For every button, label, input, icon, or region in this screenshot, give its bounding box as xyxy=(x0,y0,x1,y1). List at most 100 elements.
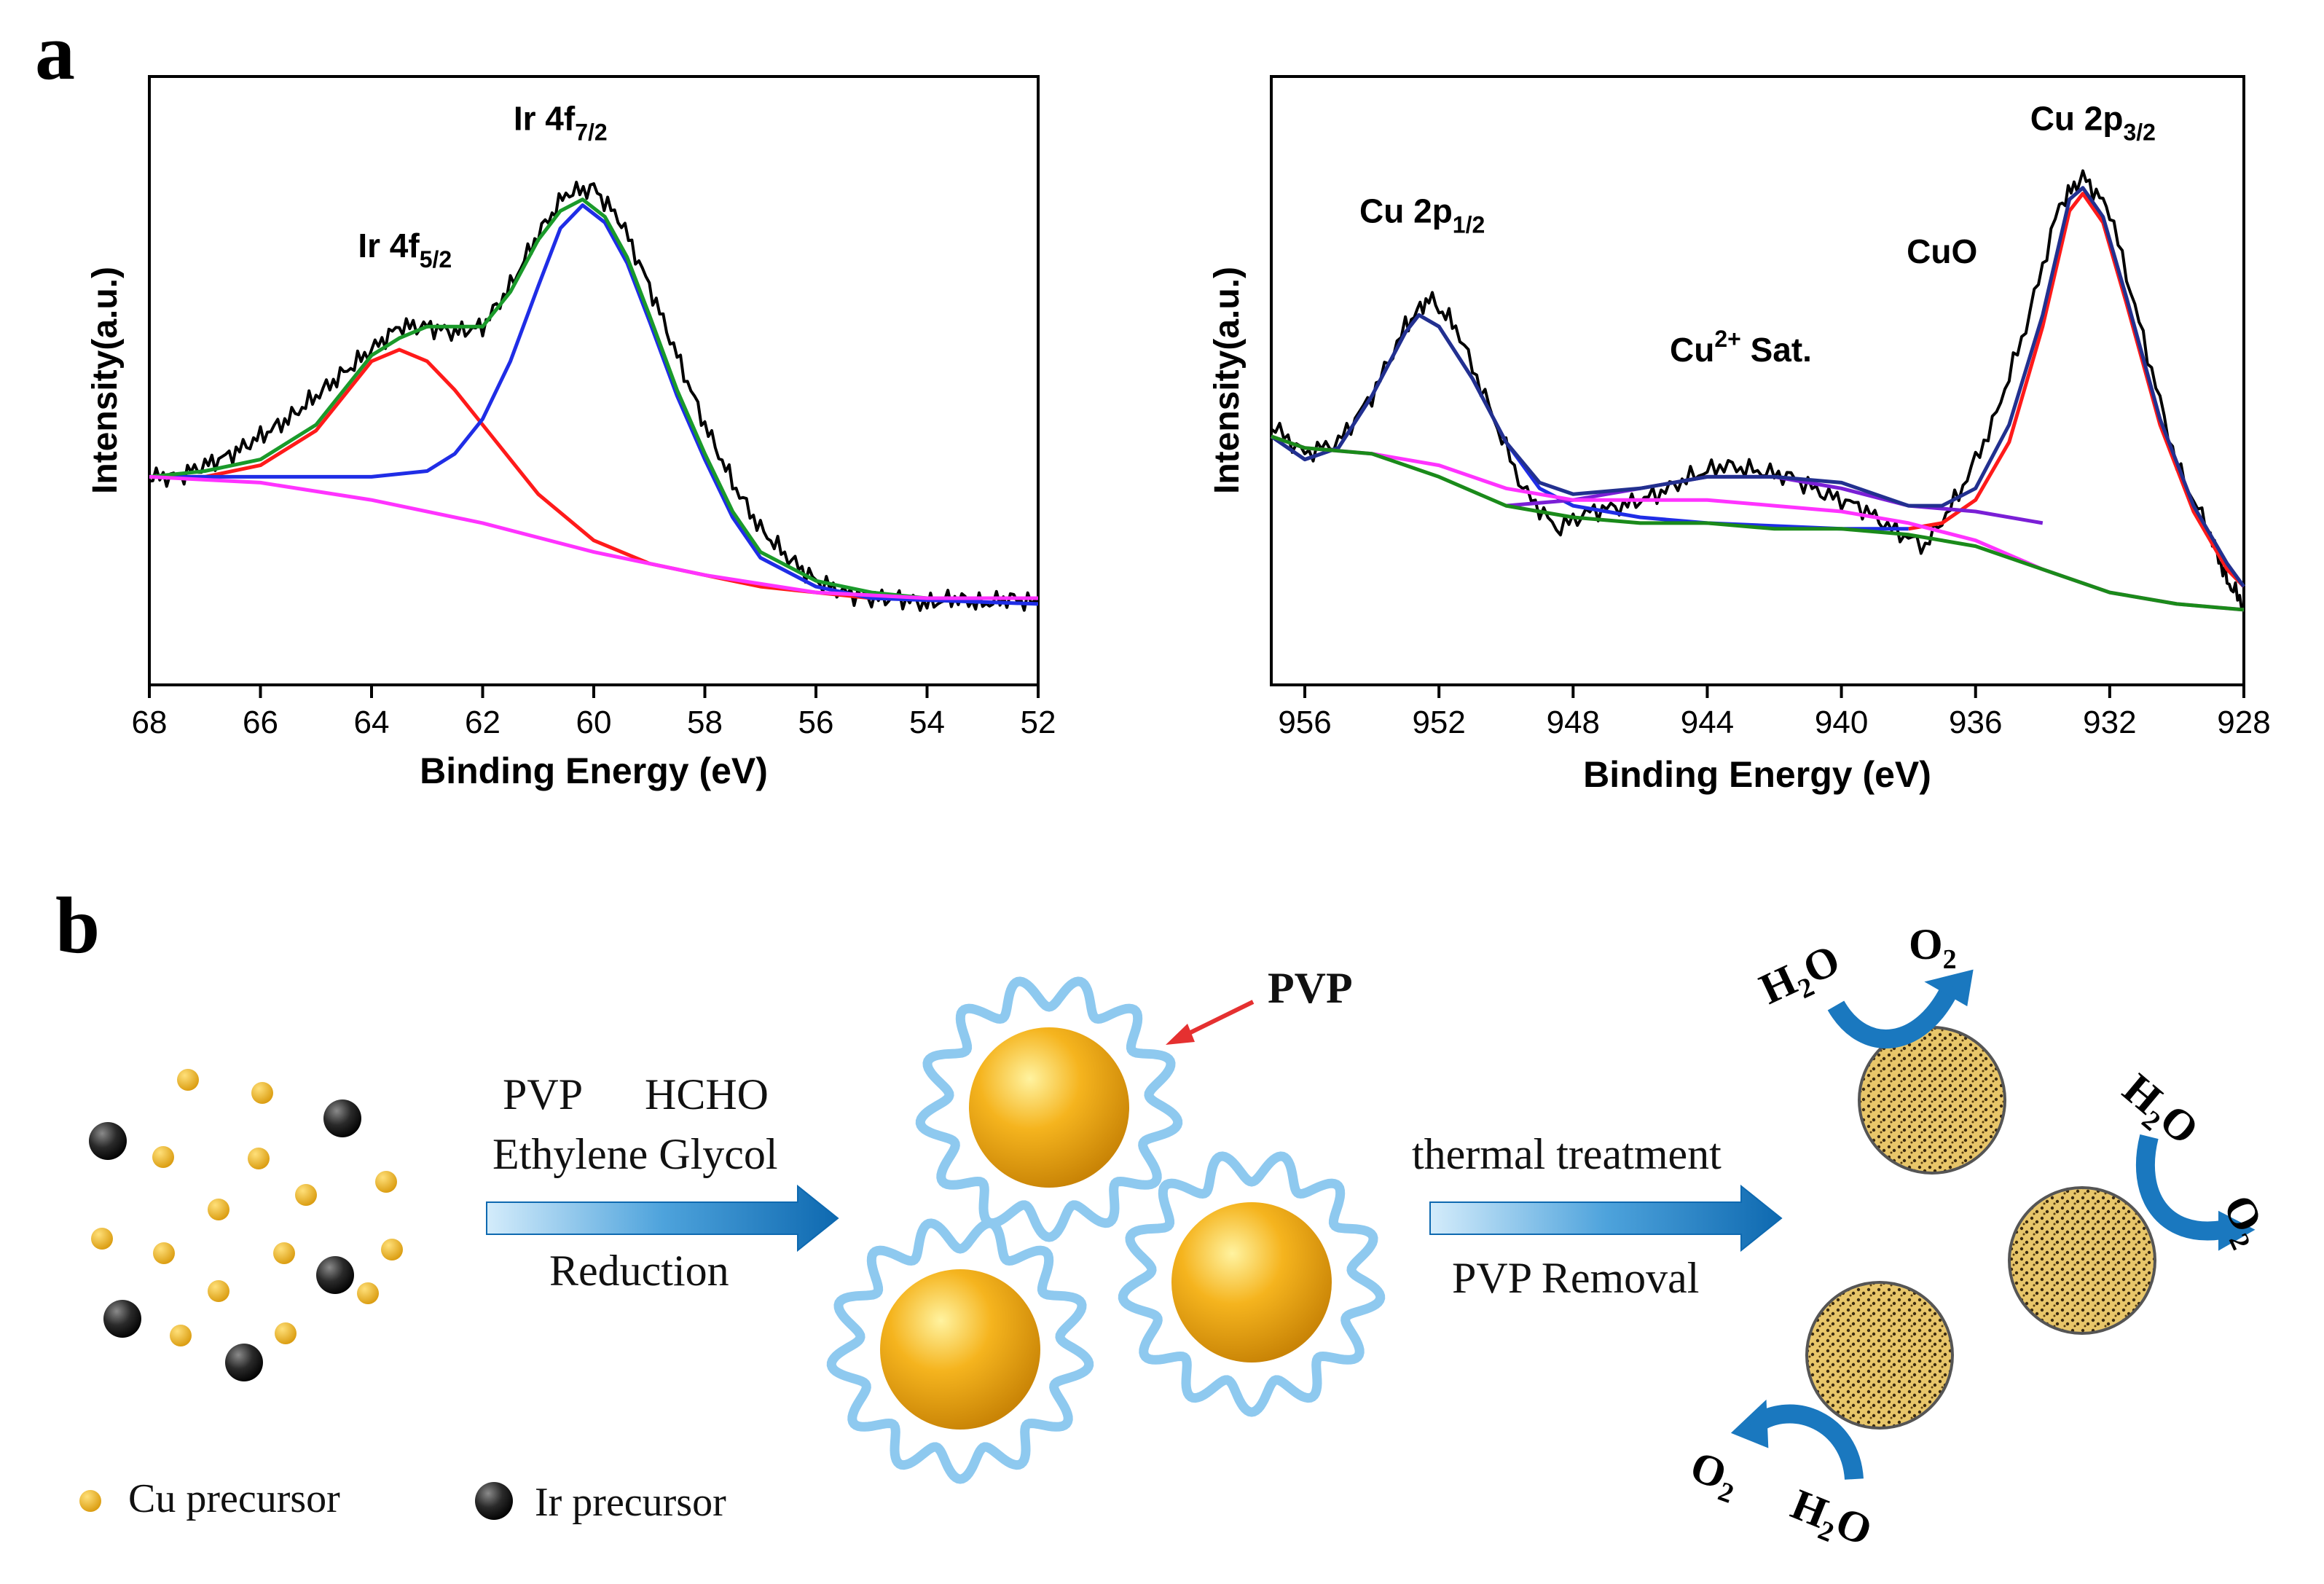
ir-precursor-dot xyxy=(316,1256,354,1294)
pvp-shell xyxy=(826,1218,1094,1484)
ir-precursor-label: Ir precursor xyxy=(535,1480,726,1525)
cu-precursor-legend-dot xyxy=(79,1490,101,1512)
chart-cu-2p: 956 952 948 944 940 936 932 928 Cu 2p1/2 Cu2+ Sa… xyxy=(1208,75,2271,795)
chart1-x-tick-label: 62 xyxy=(465,705,500,740)
cu-precursor-dot xyxy=(177,1069,199,1091)
ir-precursor-dot xyxy=(103,1300,141,1338)
thermal-treatment-arrow xyxy=(1429,1184,1783,1252)
chart1-plot-border xyxy=(148,75,1040,686)
chart2-plot-border xyxy=(1270,75,2245,686)
chart1-x-tick-label: 56 xyxy=(798,705,834,740)
chart2-x-tick-label: 936 xyxy=(1949,705,2002,740)
cu-precursor-dot xyxy=(153,1242,175,1264)
porous-particle-bottom xyxy=(1805,1281,1954,1430)
pvp-shell xyxy=(915,976,1183,1242)
chart2-x-tick-label: 952 xyxy=(1412,705,1465,740)
cu-precursor-label: Cu precursor xyxy=(128,1476,340,1521)
chart2-x-axis-label: Binding Energy (eV) xyxy=(1583,754,1931,795)
metal-nanoparticle xyxy=(1171,1202,1332,1363)
cu-precursor-dot xyxy=(248,1148,270,1169)
series-envelope xyxy=(149,197,1038,600)
series-ir-4f5-2-fit xyxy=(149,348,1038,600)
chart1-series-group xyxy=(149,181,1040,612)
pvp-pointer-arrowhead xyxy=(1166,1024,1195,1045)
cu-precursor-dot xyxy=(357,1282,379,1304)
series-envelope xyxy=(1270,186,2246,588)
cu-precursor-dot xyxy=(381,1239,403,1260)
panel-b-label: b xyxy=(55,881,101,970)
pvp-pointer-arrow xyxy=(1177,1000,1255,1040)
reaction-arrow-top xyxy=(1827,979,1961,1048)
series-cuo-2p3-2-fit xyxy=(1908,192,2245,588)
chart1-x-axis-label: Binding Energy (eV) xyxy=(420,750,768,791)
porous-particle-right xyxy=(2008,1186,2156,1335)
reaction-arrow-right-head xyxy=(2218,1210,2256,1251)
metal-nanoparticle xyxy=(969,1027,1129,1188)
chart2-series-group xyxy=(1270,169,2246,612)
cu-precursor-dot xyxy=(275,1322,297,1344)
chart1-x-tick-label: 60 xyxy=(576,705,612,740)
chart1-y-axis-label: Intensity(a.u.) xyxy=(86,267,125,494)
reaction-arrow-bottom xyxy=(1750,1404,1864,1481)
metal-nanoparticle xyxy=(880,1269,1040,1430)
synthesis-scheme xyxy=(79,969,2256,1520)
series-raw xyxy=(149,181,1040,612)
ir-precursor-dot xyxy=(323,1099,361,1137)
chart1-x-tick-label: 68 xyxy=(132,705,168,740)
chart2-y-axis-label: Intensity(a.u.) xyxy=(1208,267,1247,494)
series-ir-4f7-2-fit xyxy=(149,203,1039,606)
chart1-x-tick-label: 64 xyxy=(354,705,390,740)
chart2-x-tick-label: 948 xyxy=(1547,705,1600,740)
chart2-x-tick-label: 940 xyxy=(1815,705,1868,740)
reaction-arrow-top-head xyxy=(1924,969,1974,1007)
step2-removal-label: PVP Removal xyxy=(1452,1254,1700,1302)
pvp-coated-particles xyxy=(826,976,1386,1484)
ir-precursor-dot xyxy=(225,1344,263,1381)
cu-precursor-dot xyxy=(91,1228,113,1250)
chart2-x-ticks: 956 952 948 944 940 936 932 928 xyxy=(1278,685,2271,740)
pvp-marker-label: PVP xyxy=(1268,964,1353,1012)
reaction-arrow-bottom-head xyxy=(1730,1399,1769,1448)
cu-precursor-dot xyxy=(170,1325,192,1346)
reaction-arrow-right xyxy=(2135,1134,2223,1241)
chart2-peak-label: Cu 2p3/2 xyxy=(2030,99,2156,145)
series-background xyxy=(149,474,1038,600)
chart2-x-tick-label: 944 xyxy=(1681,705,1734,740)
series-shirley-background xyxy=(1271,434,2245,612)
cu-precursor-dot xyxy=(208,1280,229,1302)
chart1-peak-label: Ir 4f7/2 xyxy=(514,99,608,145)
chart-ir-4f: 68 66 64 62 60 58 56 54 52 Ir 4f5/2 Ir 4f7/2 Bind… xyxy=(86,75,1056,791)
step2-thermal-label: thermal treatment xyxy=(1412,1130,1722,1178)
reduction-arrow xyxy=(486,1184,839,1252)
panel-a-label: a xyxy=(35,7,75,96)
chart2-x-tick-label: 956 xyxy=(1278,705,1331,740)
chart1-x-tick-label: 66 xyxy=(243,705,278,740)
cu-precursor-dot xyxy=(273,1242,295,1264)
series-raw xyxy=(1270,169,2245,611)
step1-pvp-label: PVP xyxy=(503,1070,584,1118)
cu-precursor-dot xyxy=(375,1171,397,1193)
chart1-frame xyxy=(148,75,1040,686)
ir-precursor-dot xyxy=(89,1122,127,1160)
chart2-peak-label: CuO xyxy=(1907,232,1977,270)
ir-precursor-legend-dot xyxy=(475,1482,513,1520)
pvp-shell xyxy=(1118,1151,1386,1417)
chart1-x-tick-label: 58 xyxy=(687,705,723,740)
cu-precursor-dot xyxy=(295,1184,317,1206)
chart1-peak-label: Ir 4f5/2 xyxy=(358,227,452,273)
chart1-x-ticks: 68 66 64 62 60 58 56 54 52 xyxy=(132,685,1056,740)
cu-precursor-dot xyxy=(208,1199,229,1220)
chart1-x-tick-label: 52 xyxy=(1021,705,1056,740)
chart2-peak-label: Cu 2p1/2 xyxy=(1359,192,1485,238)
chart2-annotations: Cu 2p1/2 Cu2+ Sat. CuO Cu 2p3/2 xyxy=(1359,99,2156,368)
step1-reduction-label: Reduction xyxy=(549,1247,729,1295)
chart1-annotations: Ir 4f5/2 Ir 4f7/2 xyxy=(358,99,607,273)
oxygen-label-top: O2 xyxy=(1909,920,1957,975)
step1-hcho-label: HCHO xyxy=(645,1070,769,1118)
cu-precursor-dot xyxy=(152,1146,174,1168)
series-background xyxy=(1271,434,2245,612)
step1-solvent-label: Ethylene Glycol xyxy=(492,1130,778,1178)
cu-precursor-dot xyxy=(251,1082,273,1104)
chart2-x-tick-label: 932 xyxy=(2083,705,2136,740)
porous-particle-top xyxy=(1858,1026,2006,1175)
